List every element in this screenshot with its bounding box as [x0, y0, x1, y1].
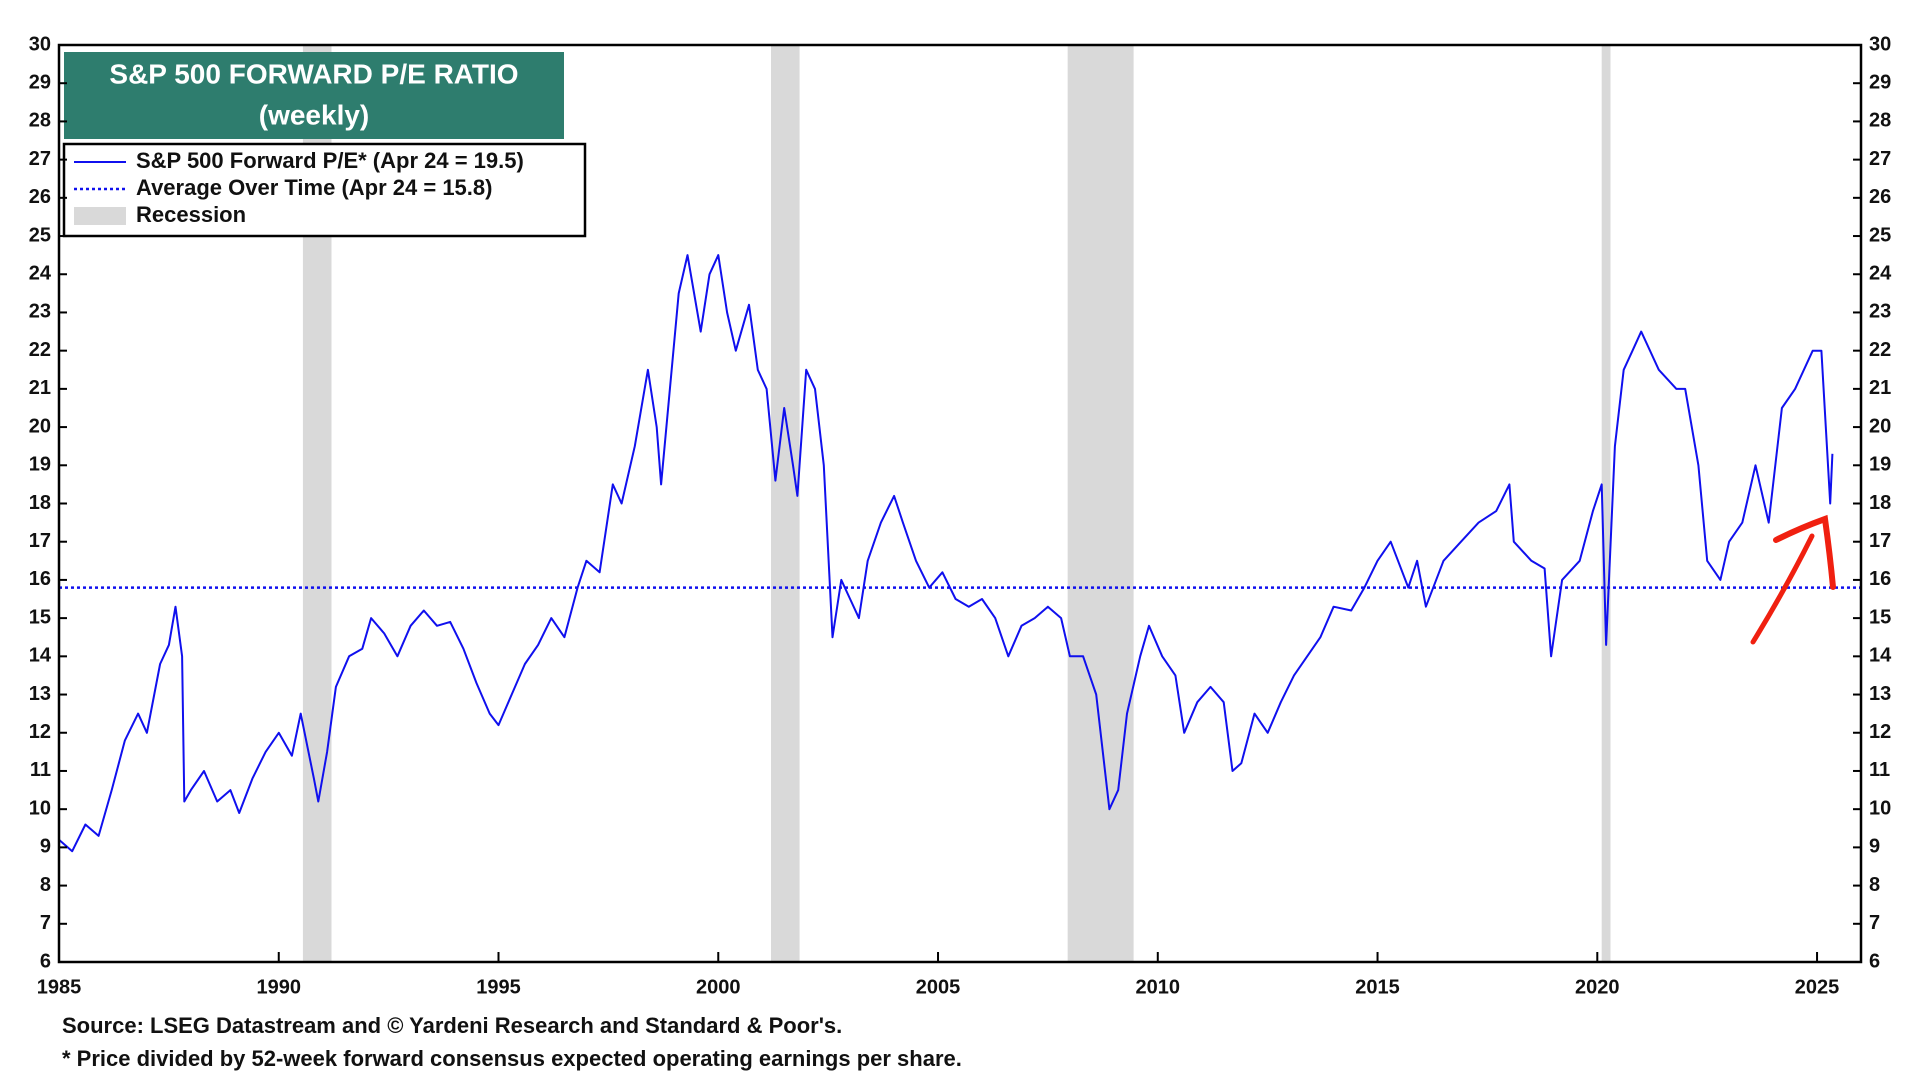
y2-tick-label: 11 — [1869, 759, 1890, 781]
x-tick-label: 2015 — [1355, 976, 1400, 998]
y2-tick-label: 15 — [1869, 606, 1891, 628]
y-tick-label: 10 — [29, 797, 51, 819]
source-note: Source: LSEG Datastream and © Yardeni Re… — [62, 1013, 842, 1038]
y-tick-label: 16 — [29, 568, 51, 590]
y2-tick-label: 18 — [1869, 492, 1891, 514]
y2-tick-label: 29 — [1869, 71, 1891, 93]
y2-tick-label: 22 — [1869, 339, 1891, 361]
y-tick-label: 6 — [40, 950, 51, 972]
y-tick-label: 8 — [40, 874, 51, 896]
x-tick-label: 1990 — [257, 976, 302, 998]
y-tick-label: 23 — [29, 301, 51, 323]
y2-tick-label: 19 — [1869, 454, 1891, 476]
recession-band — [771, 45, 800, 962]
y2-tick-label: 23 — [1869, 301, 1891, 323]
x-tick-label: 1995 — [476, 976, 521, 998]
y-tick-label: 27 — [29, 148, 51, 170]
plot-layer — [58, 254, 1861, 853]
y2-tick-label: 28 — [1869, 110, 1891, 132]
y2-tick-label: 25 — [1869, 224, 1891, 246]
recession-band — [1067, 45, 1134, 962]
legend-label: S&P 500 Forward P/E* (Apr 24 = 19.5) — [136, 148, 524, 173]
title-box — [64, 52, 564, 139]
legend-label: Recession — [136, 202, 246, 227]
y-tick-label: 22 — [29, 339, 51, 361]
y2-tick-label: 9 — [1869, 836, 1880, 858]
y2-tick-label: 7 — [1869, 912, 1880, 934]
chart-title: S&P 500 FORWARD P/E RATIO — [109, 58, 518, 89]
annotation-arrow — [1750, 533, 1815, 645]
footnote: * Price divided by 52-week forward conse… — [62, 1046, 962, 1071]
legend-label: Average Over Time (Apr 24 = 15.8) — [136, 175, 492, 200]
y-tick-label: 30 — [29, 33, 51, 55]
y2-tick-label: 20 — [1869, 415, 1891, 437]
x-tick-label: 1985 — [37, 976, 82, 998]
y2-tick-label: 14 — [1869, 645, 1892, 667]
y-tick-label: 28 — [29, 110, 51, 132]
x-tick-label: 2020 — [1575, 976, 1620, 998]
y-tick-label: 29 — [29, 71, 51, 93]
x-tick-label: 2000 — [696, 976, 741, 998]
y2-tick-label: 13 — [1869, 683, 1891, 705]
y-tick-label: 14 — [29, 645, 52, 667]
y-tick-label: 7 — [40, 912, 51, 934]
y-tick-label: 18 — [29, 492, 51, 514]
y2-tick-label: 24 — [1869, 263, 1892, 285]
y-tick-label: 19 — [29, 454, 51, 476]
y-tick-label: 15 — [29, 606, 51, 628]
x-tick-label: 2010 — [1136, 976, 1181, 998]
x-tick-label: 2025 — [1795, 976, 1840, 998]
x-tick-label: 2005 — [916, 976, 961, 998]
y-tick-label: 11 — [30, 759, 51, 781]
y-tick-label: 25 — [29, 224, 51, 246]
y2-tick-label: 16 — [1869, 568, 1891, 590]
recession-band — [1601, 45, 1611, 962]
y-tick-label: 21 — [29, 377, 51, 399]
series-line — [58, 254, 1834, 853]
y2-tick-label: 8 — [1869, 874, 1880, 896]
y2-tick-label: 17 — [1869, 530, 1891, 552]
y-tick-label: 9 — [40, 836, 51, 858]
annotation-arrow-head — [1773, 514, 1836, 590]
y2-tick-label: 21 — [1869, 377, 1891, 399]
legend: S&P 500 Forward P/E* (Apr 24 = 19.5)Aver… — [74, 148, 524, 227]
y2-tick-label: 10 — [1869, 797, 1891, 819]
y-tick-label: 24 — [29, 263, 52, 285]
y-tick-label: 13 — [29, 683, 51, 705]
y2-tick-label: 30 — [1869, 33, 1891, 55]
y-tick-label: 12 — [29, 721, 51, 743]
y2-tick-label: 26 — [1869, 186, 1891, 208]
y-tick-label: 20 — [29, 415, 51, 437]
y2-tick-label: 12 — [1869, 721, 1891, 743]
y2-tick-label: 27 — [1869, 148, 1891, 170]
legend-box — [62, 142, 587, 238]
y-tick-label: 26 — [29, 186, 51, 208]
y-tick-label: 17 — [29, 530, 51, 552]
chart-subtitle: (weekly) — [259, 99, 370, 130]
y2-tick-label: 6 — [1869, 950, 1880, 972]
legend-swatch — [74, 207, 126, 225]
